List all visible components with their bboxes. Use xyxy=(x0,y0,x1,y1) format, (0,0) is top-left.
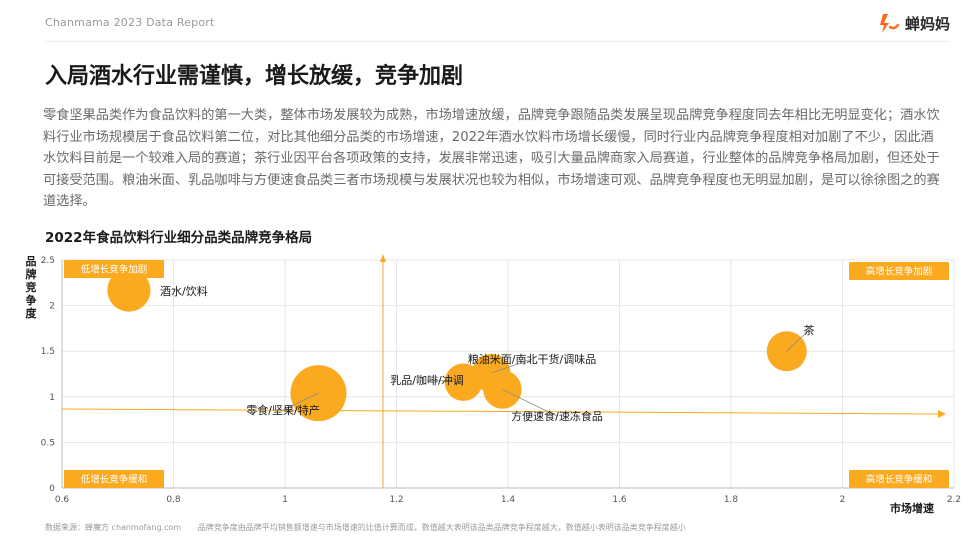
leader-line xyxy=(502,389,558,417)
x-axis-title: 市场增速 xyxy=(890,501,934,515)
quadrant-badge-bottom-left xyxy=(64,470,164,488)
data-source: 数据来源：蝉魔方 chanmofang.com xyxy=(45,523,182,532)
x-tick-label: 0.6 xyxy=(55,495,70,505)
quadrant-label-top-left: 低增长竞争加剧 xyxy=(81,264,148,276)
logo-text: 蝉妈妈 xyxy=(904,14,950,33)
leader-line xyxy=(426,379,464,383)
bubble-label: 粮油米面/南北干货/调味品 xyxy=(468,352,596,366)
leader-line xyxy=(491,358,533,374)
bubble-label: 茶 xyxy=(804,324,815,337)
bubble-label: 乳品/咖啡/冲调 xyxy=(390,373,463,387)
quadrant-badge-top-left xyxy=(64,260,164,278)
brand-logo: 蝉妈妈 xyxy=(877,10,950,36)
quadrant-label-bottom-left: 低增长竞争缓和 xyxy=(81,474,148,486)
intro-paragraph: 零食坚果品类作为食品饮料的第一大类，整体市场发展较为成熟，市场增速放缓，品牌竞争… xyxy=(43,108,940,209)
bubbles xyxy=(107,268,807,422)
quadrant-label-top-right: 高增长竞争加剧 xyxy=(866,266,933,278)
x-tick-label: 2.2 xyxy=(947,495,961,505)
y-axis-title-char: 竞 xyxy=(26,280,37,294)
footer-note: 品牌竞争度由品牌平均销售额增速与市场增速的比值计算而成，数值越大表明该品类品牌竞… xyxy=(197,523,686,532)
x-tick-label: 1.6 xyxy=(612,495,627,505)
page-title: 入局酒水行业需谨慎，增长放缓，竞争加剧 xyxy=(45,64,464,89)
bubble-label: 零食/坚果/特产 xyxy=(246,403,319,417)
y-axis-title-char: 争 xyxy=(26,293,37,307)
y-axis-title-char: 度 xyxy=(26,306,38,320)
quadrant-badge-top-right xyxy=(849,262,949,280)
y-axis-title-char: 品 xyxy=(26,255,37,268)
x-tick-label: 0.8 xyxy=(166,495,181,505)
x-tick-label: 1 xyxy=(282,495,288,505)
chanmama-logo-icon xyxy=(879,14,900,33)
x-tick-label: 2 xyxy=(840,495,846,505)
x-tick-label: 1.8 xyxy=(724,495,739,505)
leader-line xyxy=(282,392,319,411)
axes: 0.6 0.8 1 1.2 1.4 1.6 1.8 2 2.2 0 0.5 1 1.5 2 2.5 品牌竞争度… xyxy=(26,254,961,515)
horizontal-arrowhead xyxy=(938,410,946,418)
y-tick-label: 2 xyxy=(49,302,55,312)
y-tick-label: 0 xyxy=(49,484,55,494)
y-tick-label: 1 xyxy=(49,393,55,403)
bubble-label: 方便速食/速冻食品 xyxy=(511,409,603,423)
chart-title: 2022年食品饮料行业细分品类品牌竞争格局 xyxy=(45,230,313,246)
vertical-arrowhead xyxy=(380,254,386,262)
horizontal-divider-arrow xyxy=(61,408,941,415)
report-header-label: Chanmama 2023 Data Report xyxy=(45,16,215,29)
x-tick-label: 1.2 xyxy=(389,495,403,505)
y-tick-label: 1.5 xyxy=(41,347,55,357)
leader-line xyxy=(786,329,810,352)
bubble xyxy=(107,268,151,312)
x-tick-label: 1.4 xyxy=(501,495,516,505)
quadrant-label-bottom-right: 高增长竞争缓和 xyxy=(866,474,933,486)
y-axis-title-char: 牌 xyxy=(26,267,37,281)
y-tick-label: 2.5 xyxy=(41,256,55,266)
bubble-label: 酒水/饮料 xyxy=(160,284,208,298)
bubble xyxy=(483,370,522,409)
header-divider xyxy=(45,41,950,42)
footer: 数据来源：蝉魔方 chanmofang.com 品牌竞争度由品牌平均销售额增速与… xyxy=(45,522,686,533)
quadrant-badge-bottom-right xyxy=(849,470,949,488)
y-tick-label: 0.5 xyxy=(41,438,55,448)
